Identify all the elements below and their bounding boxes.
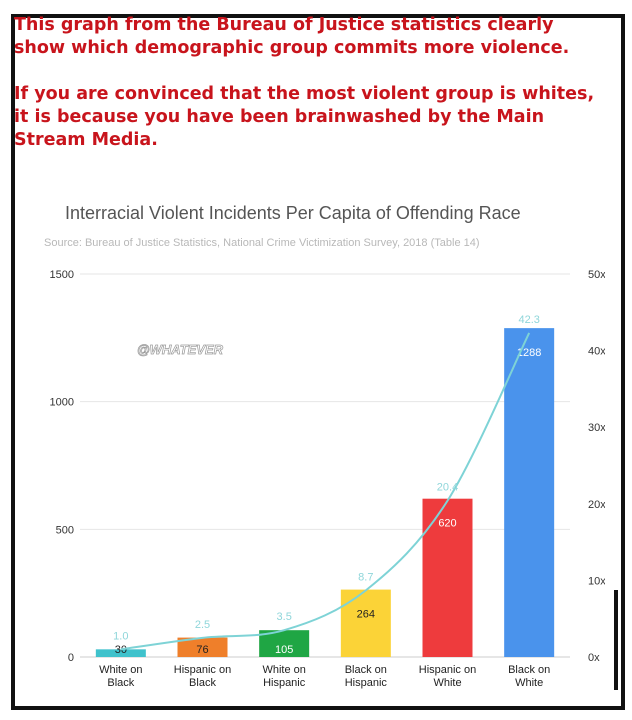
x-tick-label: Hispanic (345, 677, 388, 689)
x-tick-label: Hispanic on (419, 664, 476, 676)
y-right-tick-label: 30x (588, 422, 605, 434)
ratio-line (120, 332, 531, 651)
caption-paragraph-1: This graph from the Bureau of Justice st… (14, 15, 570, 58)
bar-value-label: 30 (115, 644, 127, 656)
y-right-tick-label: 40x (588, 346, 605, 358)
x-tick-label: White on (262, 664, 305, 676)
x-tick-label: Hispanic on (174, 664, 231, 676)
y-right-tick-label: 0x (588, 652, 600, 664)
x-tick-label: Black (107, 677, 134, 689)
x-tick-label: White on (99, 664, 142, 676)
bar-chart: 0 500 1000 1500 0x 10x 20x 30x 40x 50x @WHATEVER 30… (50, 269, 605, 689)
frame-edge-mark (614, 590, 618, 690)
line-value-label: 1.0 (113, 630, 128, 642)
y-left-tick-label: 500 (56, 524, 74, 536)
bar-value-label: 1288 (517, 347, 541, 359)
x-tick-label: White (433, 677, 461, 689)
chart-subtitle: Source: Bureau of Justice Statistics, Na… (44, 237, 480, 249)
line-value-label: 3.5 (277, 611, 292, 623)
y-left-tick-label: 0 (68, 652, 74, 664)
x-tick-label: Black on (508, 664, 550, 676)
bar (95, 649, 146, 657)
watermark-text: @WHATEVER (137, 342, 224, 357)
x-tick-label: Black (189, 677, 216, 689)
caption-text: This graph from the Bureau of Justice st… (14, 14, 604, 152)
caption-paragraph-2: If you are convinced that the most viole… (14, 84, 595, 150)
chart-panel: Interracial Violent Incidents Per Capita… (30, 190, 605, 696)
bar (177, 637, 228, 657)
y-left-tick-label: 1500 (50, 269, 74, 281)
bar-value-label: 105 (275, 644, 293, 656)
y-right-tick-label: 10x (588, 575, 605, 587)
bar-value-label: 620 (438, 518, 456, 530)
line-value-label: 20.4 (437, 482, 458, 494)
bar (340, 589, 391, 657)
x-tick-label: Black on (345, 664, 387, 676)
bar-value-label: 76 (196, 644, 208, 656)
line-value-label: 42.3 (518, 314, 539, 326)
x-tick-label: White (515, 677, 543, 689)
y-right-tick-label: 20x (588, 499, 605, 511)
y-left-tick-label: 1000 (50, 397, 74, 409)
line-value-label: 8.7 (358, 571, 373, 583)
x-tick-label: Hispanic (263, 677, 306, 689)
y-right-tick-label: 50x (588, 269, 605, 281)
bar (504, 328, 555, 657)
line-value-label: 2.5 (195, 619, 210, 631)
chart-title: Interracial Violent Incidents Per Capita… (65, 203, 521, 223)
bar-value-label: 264 (357, 609, 375, 621)
